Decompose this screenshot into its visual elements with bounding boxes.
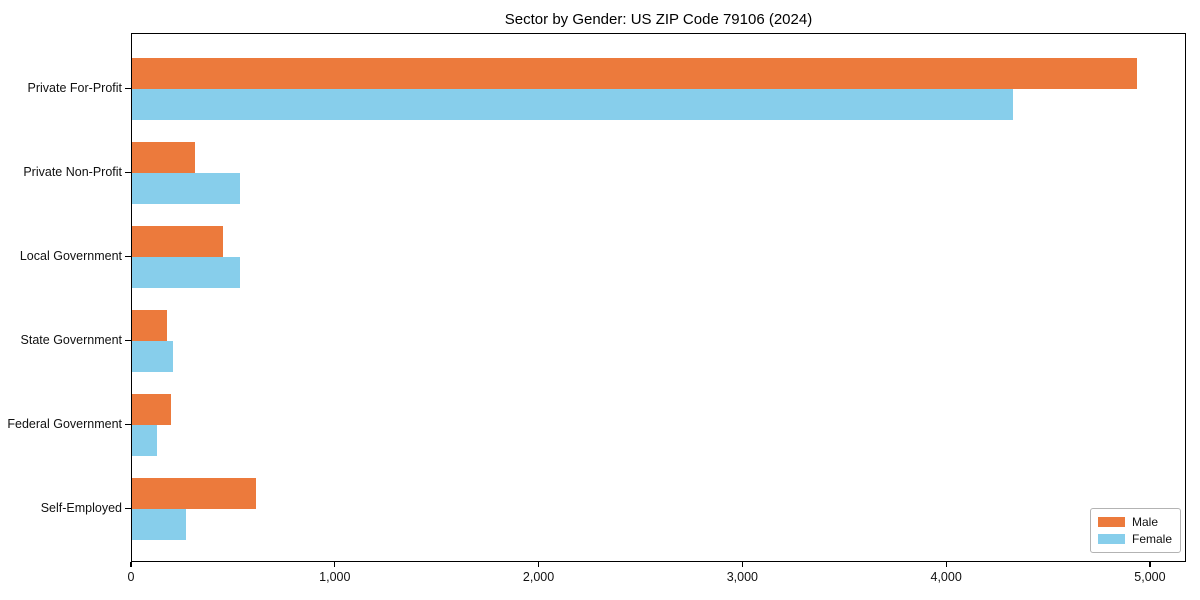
legend-label-female: Female xyxy=(1132,532,1173,547)
legend-label-male: Male xyxy=(1132,514,1159,529)
bar-female xyxy=(132,425,157,456)
bar-male xyxy=(132,142,196,173)
bar-female xyxy=(132,173,240,204)
x-axis-tick-label: 2,000 xyxy=(522,570,555,584)
x-axis-tick-label: 5,000 xyxy=(1134,570,1166,584)
x-axis-tick-mark xyxy=(1149,562,1151,567)
bar-female xyxy=(132,89,1014,120)
y-axis-label: State Government xyxy=(20,333,122,347)
legend-swatch-female xyxy=(1098,534,1125,545)
y-axis-label: Private Non-Profit xyxy=(23,165,122,179)
bar-female xyxy=(132,257,240,288)
bar-male xyxy=(132,478,257,509)
x-axis-tick-label: 0 xyxy=(127,570,135,584)
y-axis-tick-mark xyxy=(125,508,131,510)
y-axis-label: Local Government xyxy=(19,249,122,263)
x-axis-tick-mark xyxy=(334,562,336,567)
y-axis-tick-mark xyxy=(125,172,131,174)
x-axis-tick-mark xyxy=(945,562,947,567)
x-axis-tick-label: 4,000 xyxy=(930,570,962,584)
legend-swatch-male xyxy=(1098,516,1125,527)
plot-area xyxy=(131,33,1186,562)
y-axis-label: Private For-Profit xyxy=(27,81,122,95)
x-axis-tick-mark xyxy=(130,562,132,567)
chart-title: Sector by Gender: US ZIP Code 79106 (202… xyxy=(504,11,813,28)
bar-male xyxy=(132,394,171,425)
y-axis-label: Self-Employed xyxy=(40,501,122,515)
bar-male xyxy=(132,58,1137,89)
legend-entry-male: Male xyxy=(1098,515,1173,529)
y-axis-tick-mark xyxy=(125,340,131,342)
bar-male xyxy=(132,310,167,341)
bar-male xyxy=(132,226,223,257)
bar-female xyxy=(132,341,173,372)
y-axis-tick-mark xyxy=(125,424,131,426)
legend-entry-female: Female xyxy=(1098,532,1173,546)
x-axis-tick-mark xyxy=(741,562,743,567)
bar-female xyxy=(132,509,186,540)
x-axis-tick-label: 3,000 xyxy=(726,570,758,584)
y-axis-label: Federal Government xyxy=(7,417,122,431)
x-axis-tick-mark xyxy=(537,562,540,567)
y-axis-tick-mark xyxy=(125,88,131,90)
x-axis-tick-label: 1,000 xyxy=(319,570,351,584)
y-axis-tick-mark xyxy=(125,256,131,258)
legend: Male Female xyxy=(1090,508,1181,553)
